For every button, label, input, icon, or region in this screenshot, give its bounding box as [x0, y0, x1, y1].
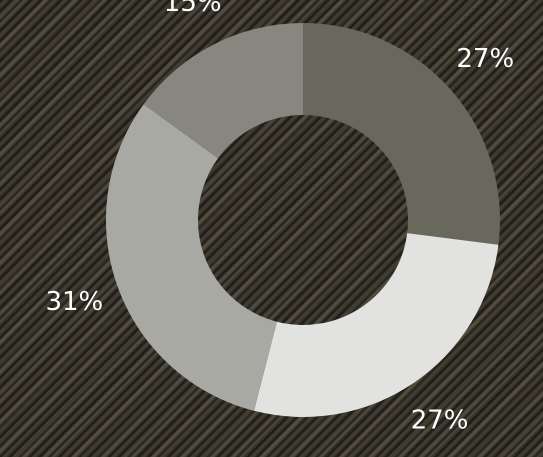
donut-segment [254, 233, 499, 417]
value-label: 15% [164, 0, 222, 18]
donut-segment [105, 104, 277, 411]
value-label: 31% [45, 287, 103, 317]
donut-segment [143, 23, 303, 159]
donut-segment [303, 23, 500, 245]
value-label: 27% [411, 405, 469, 435]
value-label: 27% [456, 44, 514, 74]
